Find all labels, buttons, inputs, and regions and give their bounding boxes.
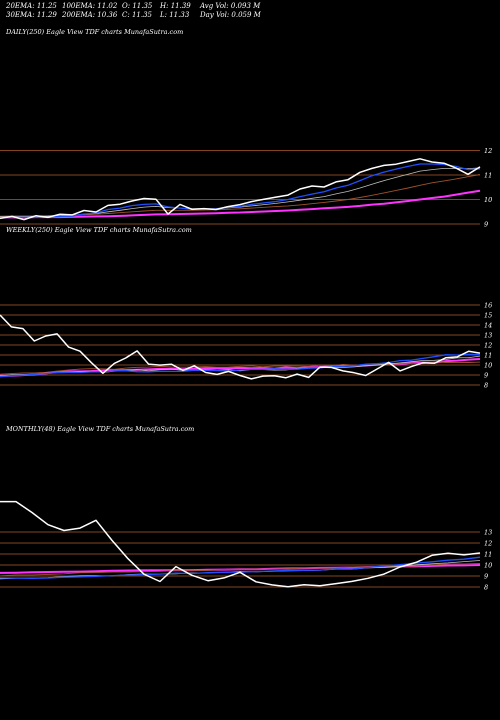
avg-vol-value: Avg Vol: 0.093 M bbox=[200, 2, 261, 10]
weekly-ytick-label: 14 bbox=[484, 322, 492, 330]
monthly-ytick-label: 9 bbox=[484, 573, 488, 581]
weekly-price-line bbox=[0, 314, 481, 380]
monthly-ytick-label: 8 bbox=[484, 584, 488, 592]
ema100-value: 100EMA: 11.02 bbox=[62, 2, 118, 10]
monthly-chart-title: MONTHLY(48) Eagle View TDF charts Munafa… bbox=[6, 425, 195, 433]
daily-chart-title: DAILY(250) Eagle View TDF charts MunafaS… bbox=[6, 28, 184, 36]
weekly-ytick-label: 10 bbox=[484, 362, 492, 370]
close-value: C: 11.35 bbox=[122, 11, 152, 19]
monthly-ema20-line bbox=[0, 556, 481, 579]
weekly-ytick-label: 8 bbox=[484, 382, 488, 390]
daily-ytick-label: 11 bbox=[484, 172, 492, 180]
day-vol-value: Day Vol: 0.059 M bbox=[200, 11, 261, 19]
monthly-ema30-line bbox=[0, 560, 481, 580]
daily-ema100-line bbox=[0, 174, 481, 217]
daily-ytick-label: 10 bbox=[484, 196, 492, 204]
weekly-ytick-label: 12 bbox=[484, 342, 492, 350]
monthly-ytick-label: 12 bbox=[484, 540, 492, 548]
ema30-value: 30EMA: 11.29 bbox=[6, 11, 57, 19]
weekly-ytick-label: 9 bbox=[484, 372, 488, 380]
daily-ytick-label: 9 bbox=[484, 221, 488, 229]
weekly-ytick-label: 15 bbox=[484, 312, 492, 320]
monthly-ytick-label: 11 bbox=[484, 551, 492, 559]
weekly-ytick-label: 11 bbox=[484, 352, 492, 360]
daily-ema200-line bbox=[0, 189, 481, 219]
ema20-value: 20EMA: 11.25 bbox=[6, 2, 57, 10]
high-value: H: 11.39 bbox=[160, 2, 191, 10]
monthly-ytick-label: 10 bbox=[484, 562, 492, 570]
weekly-ema30-line bbox=[0, 355, 481, 377]
ema200-value: 200EMA: 10.36 bbox=[62, 11, 118, 19]
monthly-price-line bbox=[0, 500, 481, 588]
low-value: L: 11.33 bbox=[160, 11, 190, 19]
daily-ytick-label: 12 bbox=[484, 147, 492, 155]
weekly-ema100-line bbox=[0, 361, 481, 375]
weekly-ema20-line bbox=[0, 353, 481, 378]
weekly-ytick-label: 16 bbox=[484, 302, 492, 310]
monthly-ytick-label: 13 bbox=[484, 529, 492, 537]
open-value: O: 11.35 bbox=[122, 2, 153, 10]
daily-ema20-line bbox=[0, 163, 481, 219]
daily-price-line bbox=[0, 158, 481, 221]
weekly-chart-title: WEEKLY(250) Eagle View TDF charts Munafa… bbox=[6, 226, 192, 234]
weekly-ytick-label: 13 bbox=[484, 332, 492, 340]
